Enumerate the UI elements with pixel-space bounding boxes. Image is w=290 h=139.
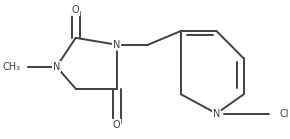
Text: O: O: [113, 120, 120, 130]
Text: N: N: [113, 40, 120, 50]
Text: Cl: Cl: [279, 109, 289, 119]
Text: O: O: [72, 5, 79, 15]
Text: N: N: [113, 40, 120, 50]
Text: N: N: [53, 62, 60, 72]
Text: N: N: [213, 109, 220, 119]
Text: O: O: [72, 5, 79, 15]
Text: CH₃: CH₃: [3, 62, 21, 72]
Text: CH₃: CH₃: [3, 62, 21, 72]
Text: Cl: Cl: [279, 109, 289, 119]
Text: N: N: [213, 109, 220, 119]
Text: O: O: [113, 120, 120, 130]
Text: N: N: [53, 62, 60, 72]
